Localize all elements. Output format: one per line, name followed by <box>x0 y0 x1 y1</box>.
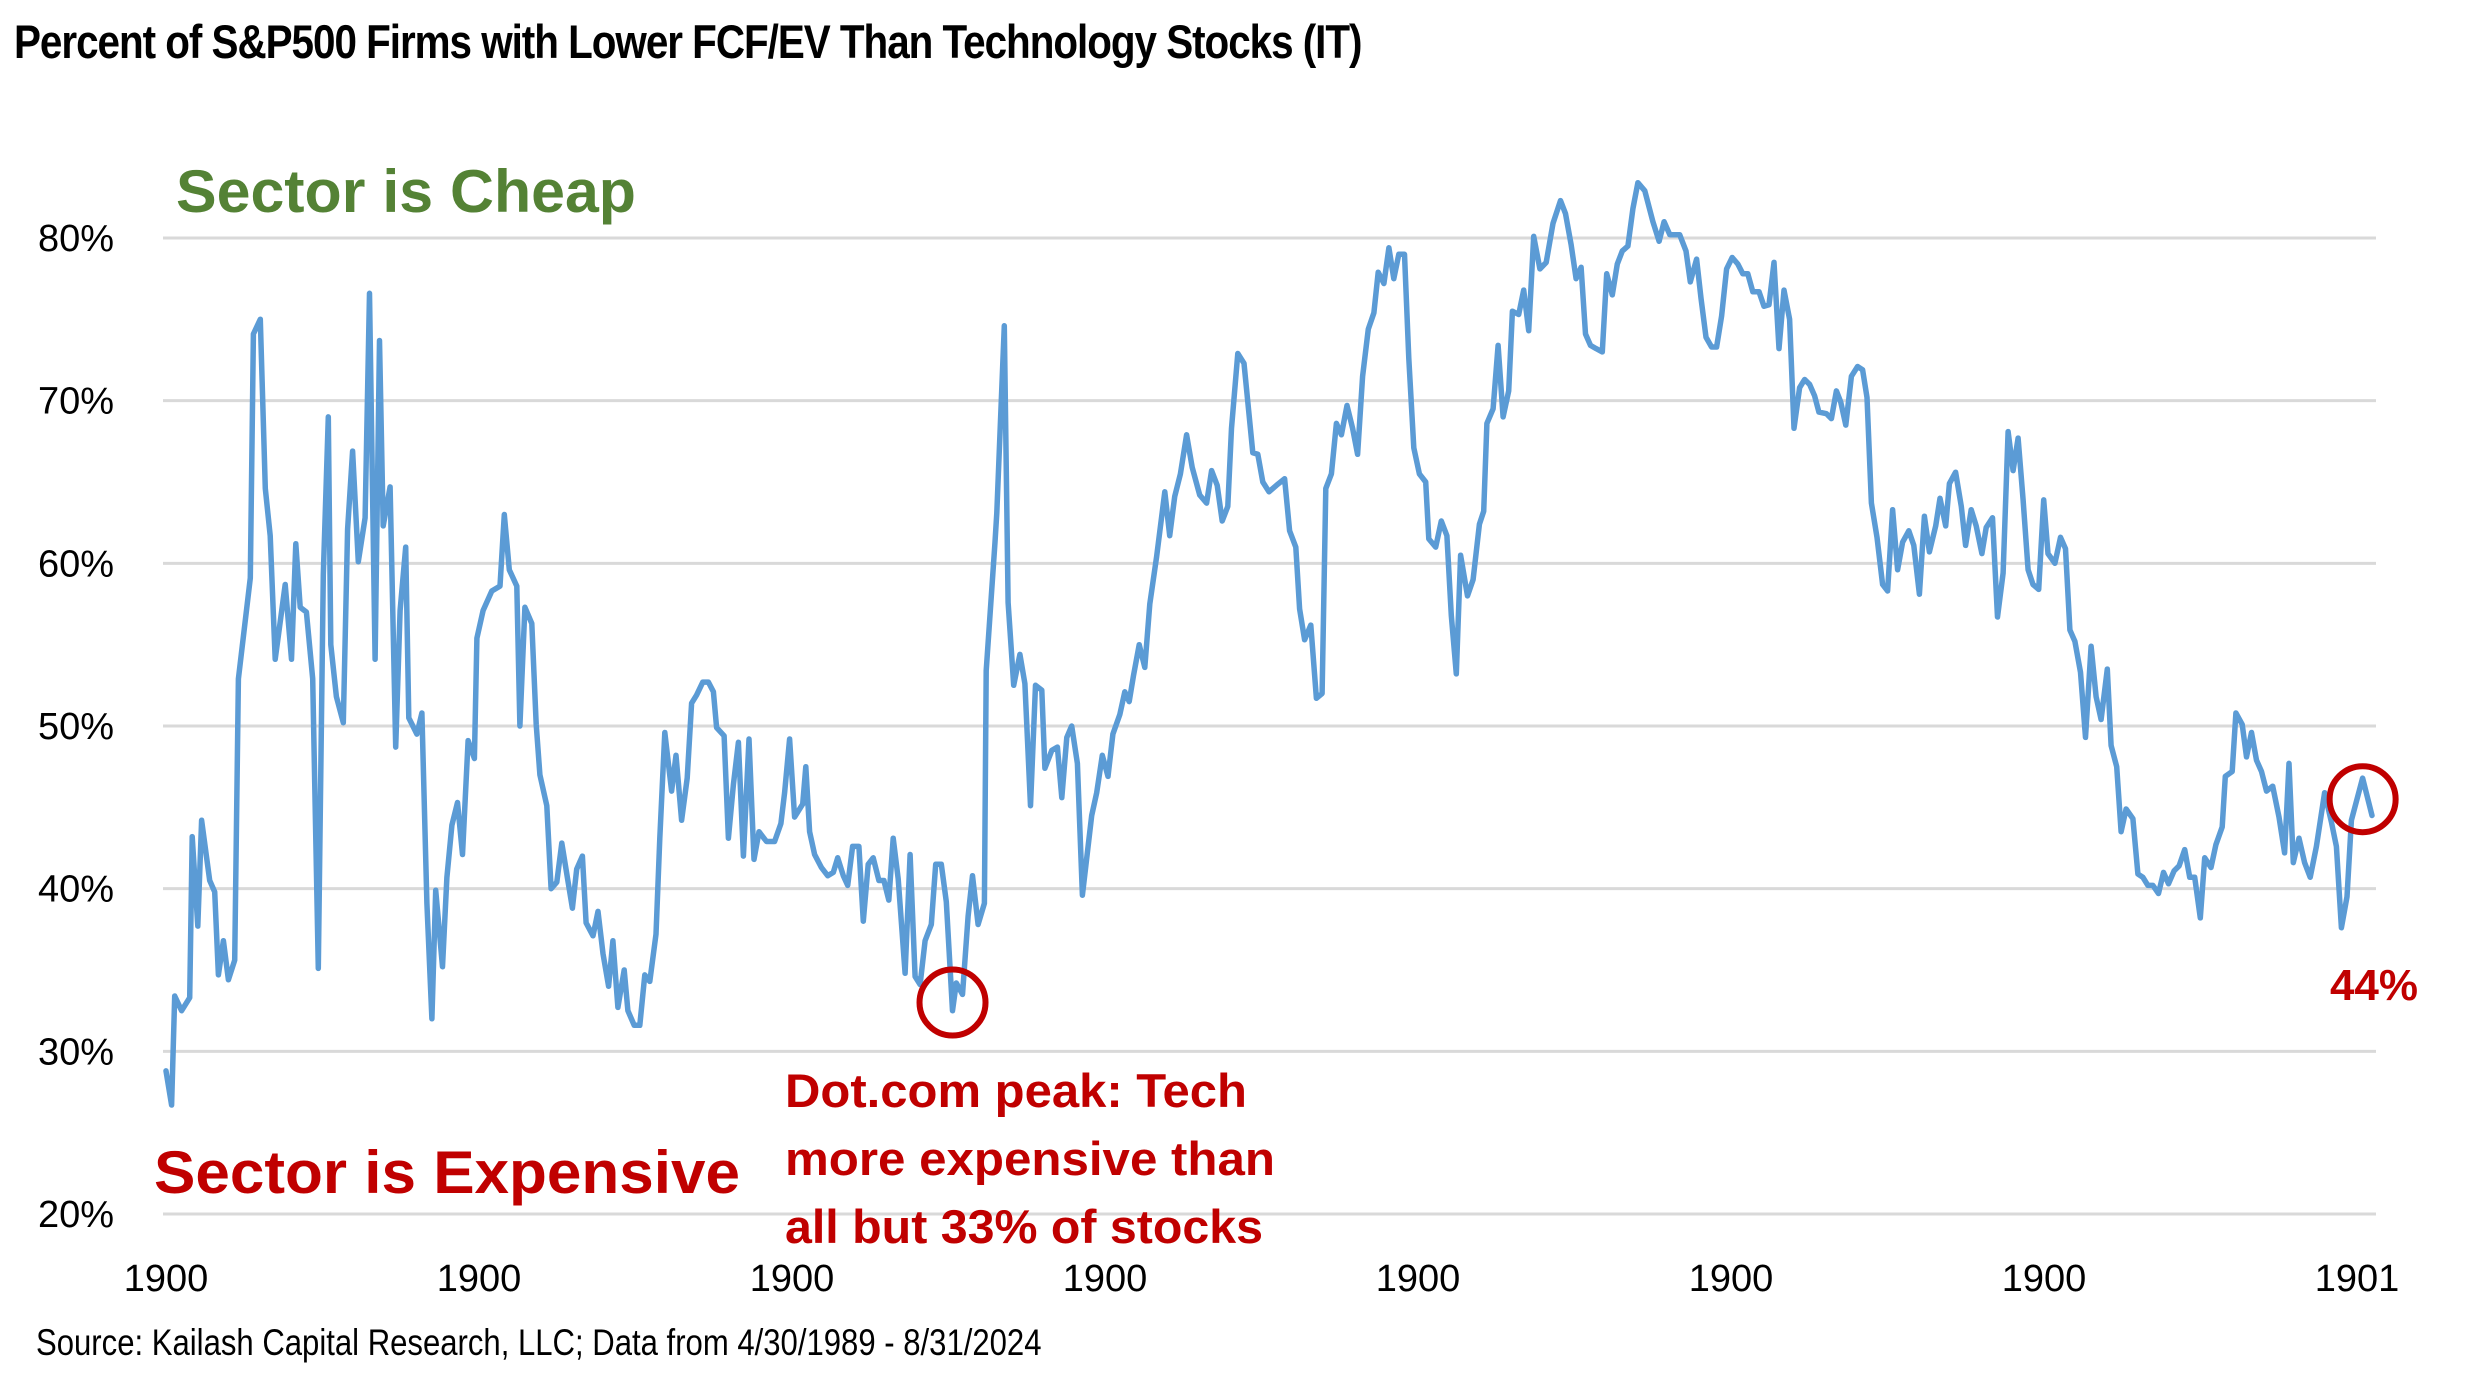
annotation-dotcom-line-3: all but 33% of stocks <box>785 1200 1263 1253</box>
x-tick-label: 1900 <box>2002 1258 2087 1300</box>
x-tick-label: 1900 <box>1063 1258 1148 1300</box>
y-tick-label: 50% <box>38 706 114 748</box>
y-tick-label: 40% <box>38 869 114 911</box>
y-tick-label: 60% <box>38 543 114 585</box>
series-line <box>163 179 2375 1108</box>
annotation-dotcom-line-2: more expensive than <box>785 1132 1275 1185</box>
x-tick-label: 1900 <box>750 1258 835 1300</box>
dotcom-highlight-circle <box>916 966 989 1039</box>
y-tick-label: 70% <box>38 381 114 423</box>
gridlines <box>163 236 2376 1216</box>
y-tick-label: 30% <box>38 1031 114 1073</box>
y-axis-tick-labels: 20% 30% 40% 50% 60% 70% 80% <box>38 218 114 1236</box>
annotation-sector-expensive: Sector is Expensive <box>154 1139 740 1206</box>
x-tick-label: 1900 <box>124 1258 209 1300</box>
x-tick-label: 1901 <box>2315 1258 2400 1300</box>
chart-title: Percent of S&P500 Firms with Lower FCF/E… <box>14 15 1363 68</box>
annotation-sector-cheap: Sector is Cheap <box>176 158 636 225</box>
x-tick-label: 1900 <box>437 1258 522 1300</box>
x-tick-label: 1900 <box>1376 1258 1461 1300</box>
annotation-dotcom-line-1: Dot.com peak: Tech <box>785 1064 1247 1117</box>
y-tick-label: 20% <box>38 1194 114 1236</box>
y-tick-label: 80% <box>38 218 114 260</box>
source-note: Source: Kailash Capital Research, LLC; D… <box>36 1322 1042 1363</box>
annotation-latest-value: 44% <box>2330 961 2418 1010</box>
x-tick-label: 1900 <box>1689 1258 1774 1300</box>
latest-value-highlight-circle <box>2326 763 2399 836</box>
x-axis-tick-labels: 1900 1900 1900 1900 1900 1900 1900 1901 <box>124 1258 2400 1300</box>
